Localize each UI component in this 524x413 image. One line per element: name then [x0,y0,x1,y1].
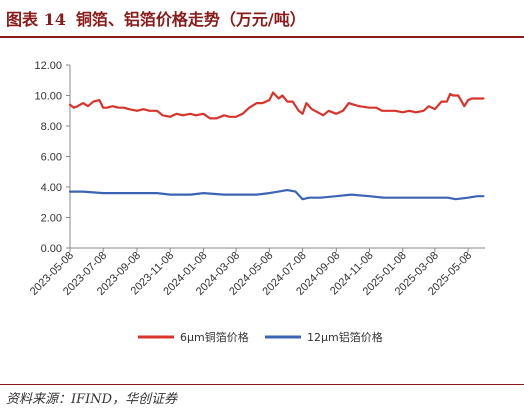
aluminum-foil-series-line [68,189,485,201]
source-note: 资料来源：IFIND，华创证券 [6,392,178,407]
figure-title: 铜箔、铝箔价格走势（万元/吨） [75,10,306,29]
y-tick-label: 10.00 [34,91,62,103]
y-tick-label: 2.00 [41,213,62,225]
legend-label-copper: 6μm铜箔价格 [180,330,249,344]
y-tick-label: 4.00 [41,182,62,194]
price-trend-chart: 0.002.004.006.008.0010.0012.002023-05-08… [28,60,485,344]
y-tick-label: 8.00 [41,121,62,133]
title-divider [0,36,524,38]
source-divider [0,384,524,385]
copper-foil-series-line [68,91,485,120]
y-tick-label: 6.00 [41,152,62,164]
figure-title-bar: 图表 14 铜箔、铝箔价格走势（万元/吨） [6,6,306,30]
chart-container: 0.00 2.00 4.00 6.00 8.00 10.00 12.00 2023-05-08… [0,40,524,385]
legend-label-aluminum: 12μm铝箔价格 [307,330,383,344]
y-tick-label: 0.00 [41,243,62,255]
y-tick-label: 12.00 [34,60,62,72]
figure-label: 图表 14 [6,10,66,29]
